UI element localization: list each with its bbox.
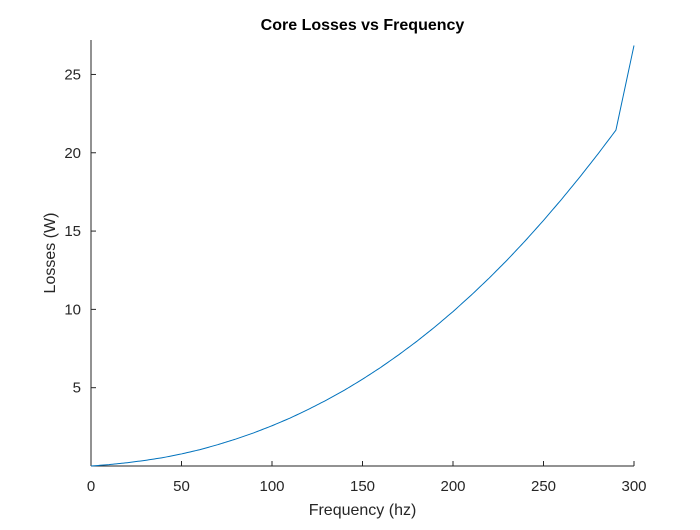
- series-line: [90, 45, 635, 467]
- plot-area: [91, 40, 634, 466]
- ticks: 0 50 100 150 200 250 300 5 10 15 20 25: [64, 66, 646, 495]
- x-tick-label: 300: [621, 478, 646, 495]
- y-tick-label: 10: [64, 301, 81, 318]
- x-tick-label: 0: [87, 478, 95, 495]
- x-tick-label: 250: [531, 478, 556, 495]
- x-tick-label: 100: [259, 478, 284, 495]
- x-tick-label: 200: [440, 478, 465, 495]
- y-tick-label: 25: [64, 66, 81, 83]
- y-tick-label: 20: [64, 145, 81, 162]
- y-axis-title: Losses (W): [42, 213, 59, 294]
- y-tick-label: 15: [64, 223, 81, 240]
- x-tick-label: 150: [350, 478, 375, 495]
- chart-title: Core Losses vs Frequency: [261, 17, 465, 34]
- y-tick-label: 5: [73, 380, 81, 397]
- x-tick-label: 50: [173, 478, 190, 495]
- series-layer: [90, 45, 635, 467]
- x-axis-title: Frequency (hz): [309, 502, 417, 519]
